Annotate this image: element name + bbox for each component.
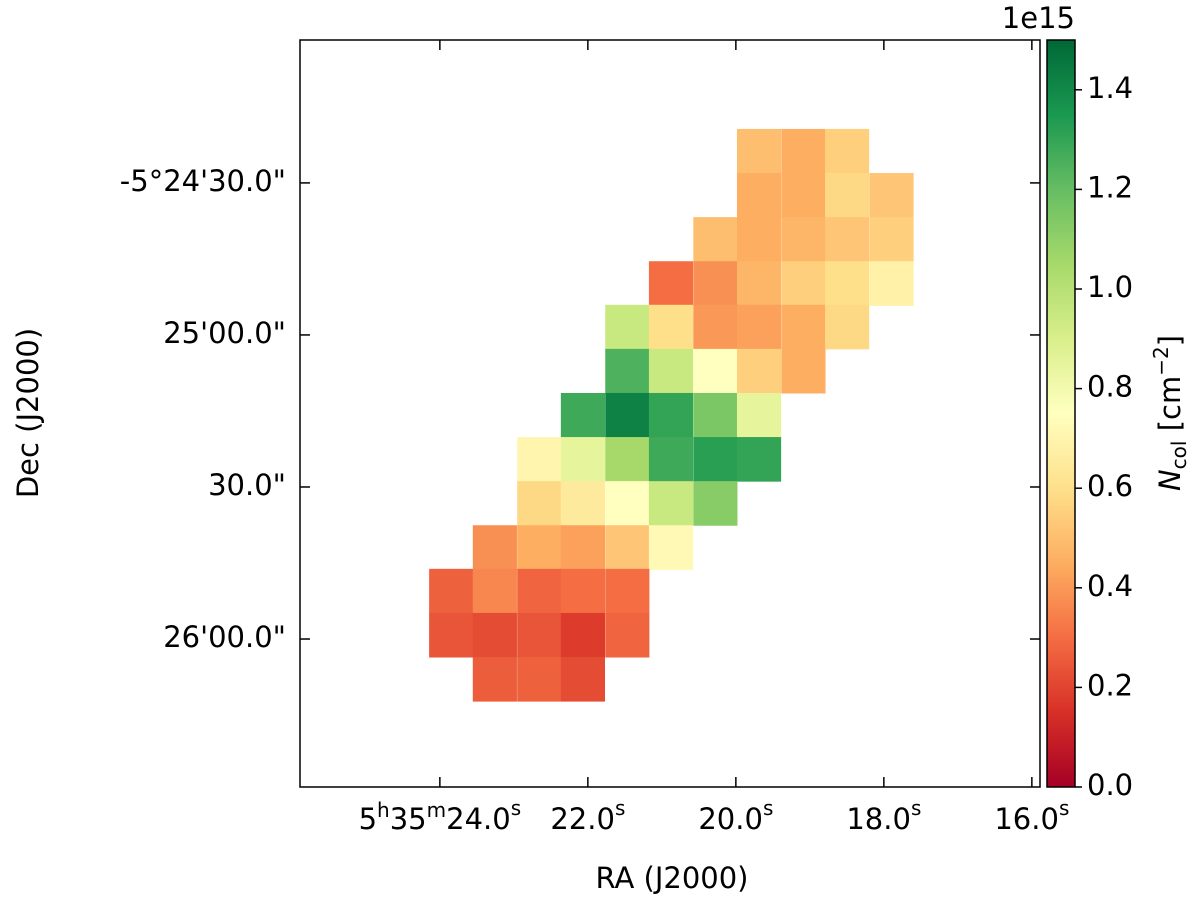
cell (736, 437, 782, 482)
cell (693, 261, 738, 306)
cell (693, 348, 738, 394)
cell (825, 173, 870, 218)
cell (560, 437, 606, 482)
cell (517, 437, 562, 482)
cell (605, 304, 650, 350)
colorbar-tick-label: 0.2 (1087, 668, 1133, 702)
y-tick-label: -5°24'30.0" (120, 164, 286, 198)
colorbar-label-part: [cm (1153, 376, 1187, 441)
plot-frame (299, 39, 1041, 788)
cell (781, 173, 826, 218)
cell (605, 612, 650, 658)
y-axis-label: Dec (J2000) (11, 328, 45, 498)
y-tick-label: 26'00.0" (163, 620, 286, 654)
colorbar-label-part: N (1153, 469, 1187, 491)
cell (648, 437, 694, 482)
cell (560, 612, 606, 658)
colorbar-tick-label: 0.4 (1087, 569, 1133, 603)
cell (560, 568, 606, 614)
cell (648, 392, 694, 438)
colorbar-label-part: −2 (1149, 346, 1173, 375)
cell (648, 261, 694, 306)
cell (781, 261, 826, 306)
cell (605, 525, 650, 570)
y-tick-label: 25'00.0" (163, 316, 286, 350)
cell (560, 657, 606, 702)
cell (825, 128, 870, 174)
cell (693, 304, 738, 350)
colorbar-tick-label: 1.4 (1087, 71, 1133, 105)
x-axis-label: RA (J2000) (595, 861, 748, 895)
x-tick-label: 16.0s (994, 796, 1069, 837)
x-tick-label: 5h35m24.0s (359, 796, 522, 837)
cell (693, 481, 738, 526)
cell (472, 612, 517, 658)
cell (429, 612, 474, 658)
cell (781, 217, 826, 262)
cell (736, 348, 782, 394)
colorbar-label: Ncol [cm−2] (1149, 335, 1191, 491)
cell (736, 173, 782, 218)
colorbar-tick-label: 0.6 (1087, 469, 1133, 503)
cell (472, 525, 517, 570)
cell (736, 128, 782, 174)
cell (869, 261, 914, 306)
cell (560, 392, 606, 438)
cell (648, 348, 694, 394)
colorbar-tick-label: 0.8 (1087, 370, 1133, 404)
cell (517, 657, 562, 702)
cell (825, 217, 870, 262)
x-tick-label: 20.0s (698, 796, 773, 837)
cell (429, 568, 474, 614)
colorbar-label-part: col (1167, 441, 1191, 470)
cell (517, 525, 562, 570)
cell (736, 304, 782, 350)
cell (736, 261, 782, 306)
cell (517, 481, 562, 526)
cell (472, 657, 517, 702)
colorbar-tick-label: 0.0 (1087, 768, 1133, 802)
colorbar-label-part: ] (1153, 335, 1187, 346)
cell (781, 128, 826, 174)
x-tick-label: 18.0s (846, 796, 921, 837)
cell (693, 437, 738, 482)
cell (605, 437, 650, 482)
cell (736, 392, 782, 438)
cell (648, 481, 694, 526)
cell (648, 525, 694, 570)
cell (736, 217, 782, 262)
cell (560, 481, 606, 526)
cell (517, 612, 562, 658)
cell (517, 568, 562, 614)
cell (605, 481, 650, 526)
cell (560, 525, 606, 570)
y-tick-label: 30.0" (208, 468, 286, 502)
colorbar (1046, 39, 1076, 788)
x-tick-label: 22.0s (550, 796, 625, 837)
cell (693, 392, 738, 438)
cell (825, 261, 870, 306)
cell (605, 348, 650, 394)
colorbar-tick-label: 1.0 (1087, 270, 1133, 304)
cell (869, 217, 914, 262)
cell (781, 348, 826, 394)
cell (781, 304, 826, 350)
cell (648, 304, 694, 350)
cell (869, 173, 914, 218)
cell (605, 392, 650, 438)
cell (472, 568, 517, 614)
colorbar-tick-label: 1.2 (1087, 170, 1133, 204)
cell (605, 568, 650, 614)
cell (693, 217, 738, 262)
cell (825, 304, 870, 350)
colorbar-offset: 1e15 (1002, 1, 1075, 35)
